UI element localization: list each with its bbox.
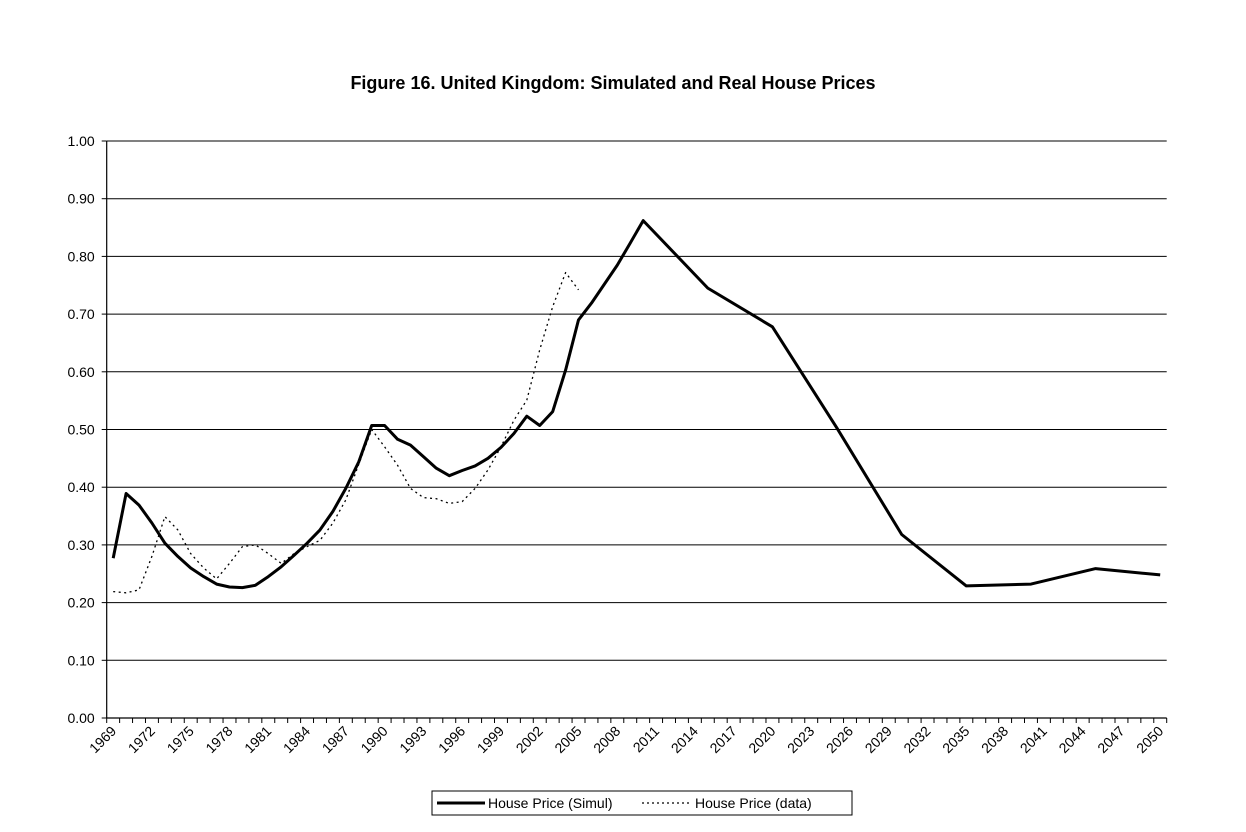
- x-tick-label: 2032: [900, 723, 933, 756]
- x-tick-label: 2017: [706, 723, 739, 756]
- x-tick-label: 2047: [1094, 723, 1127, 756]
- chart-title: Figure 16. United Kingdom: Simulated and…: [350, 73, 875, 93]
- x-tick-label: 1993: [396, 723, 429, 756]
- x-tick-label: 1981: [241, 723, 274, 756]
- series-line-simul: [111, 219, 1161, 590]
- x-tick-label: 2014: [668, 723, 701, 756]
- x-tick-label: 1984: [280, 723, 313, 756]
- gridlines: [106, 140, 1167, 661]
- x-tick-label: 1975: [164, 723, 197, 756]
- x-tick-label: 2044: [1055, 723, 1088, 756]
- x-tick-label: 1978: [202, 723, 235, 756]
- x-tick-label: 2008: [590, 723, 623, 756]
- x-tick-label: 2026: [823, 723, 856, 756]
- legend-label-data: House Price (data): [695, 795, 812, 811]
- x-tick-label: 2035: [939, 723, 972, 756]
- y-tick-label: 0.10: [67, 652, 94, 668]
- y-tick-label: 1.00: [67, 133, 94, 149]
- y-axis: 0.00 0.10 0.20 0.30 0.40 0.50 0.60 0.70 0.80 0.90…: [67, 133, 108, 726]
- legend: House Price (Simul) House Price (data): [431, 790, 853, 816]
- series-group: [111, 219, 1161, 594]
- y-tick-label: 0.20: [67, 595, 94, 611]
- y-tick-label: 0.80: [67, 248, 94, 264]
- x-tick-label: 1999: [474, 723, 507, 756]
- x-tick-label: 2011: [630, 723, 663, 756]
- x-tick-label: 1990: [357, 723, 390, 756]
- y-tick-label: 0.30: [67, 537, 94, 553]
- x-axis: 1969 1972 1975 1978 1981 1984 1987 1990 1993 1996…: [86, 717, 1168, 756]
- x-tick-label: 1987: [319, 723, 352, 756]
- series-line-data: [113, 271, 580, 594]
- x-tick-label: 2038: [978, 723, 1011, 756]
- x-tick-label: 2041: [1017, 723, 1050, 756]
- x-tick-label: 2020: [745, 723, 778, 756]
- x-tick-label: 2023: [784, 723, 817, 756]
- x-tick-label: 2005: [551, 723, 584, 756]
- x-tick-label: 2002: [513, 723, 546, 756]
- x-tick-label: 2050: [1133, 723, 1166, 756]
- x-tick-label: 1972: [125, 723, 158, 756]
- y-tick-label: 0.70: [67, 306, 94, 322]
- y-tick-label: 0.40: [67, 479, 94, 495]
- x-tick-label: 2029: [862, 723, 895, 756]
- x-tick-label: 1969: [86, 723, 119, 756]
- y-tick-label: 0.50: [67, 422, 94, 438]
- y-tick-label: 0.00: [67, 710, 94, 726]
- y-tick-label: 0.60: [67, 364, 94, 380]
- y-tick-label: 0.90: [67, 191, 94, 207]
- x-tick-label: 1996: [435, 723, 468, 756]
- legend-label-simul: House Price (Simul): [488, 795, 612, 811]
